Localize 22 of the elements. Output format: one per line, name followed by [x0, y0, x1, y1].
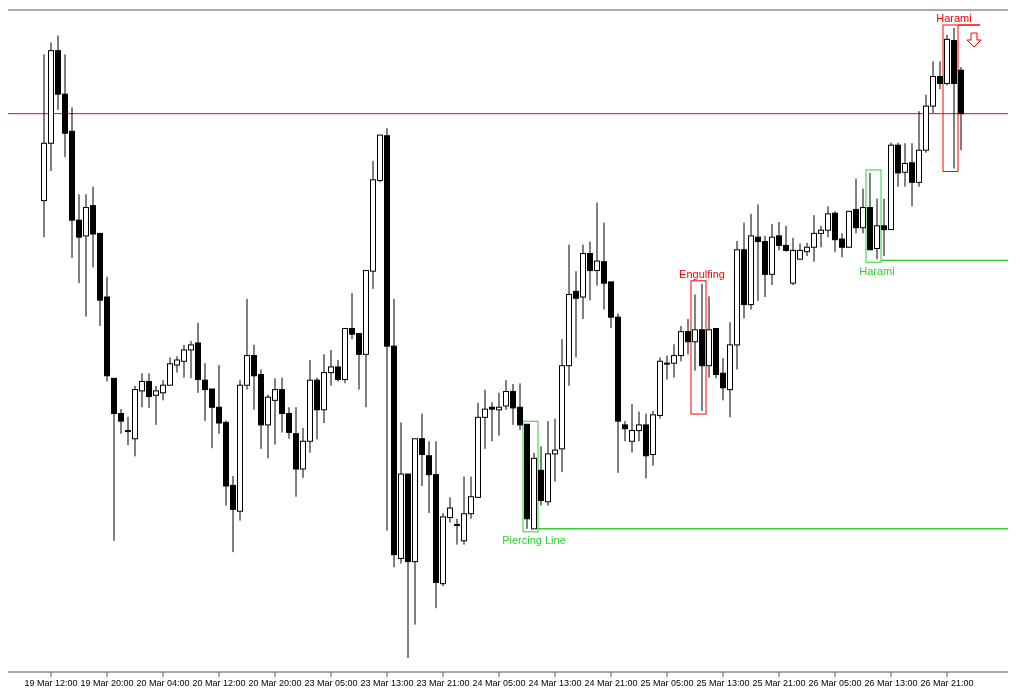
x-tick-label: 24 Mar 13:00 [528, 678, 582, 688]
x-tick-label: 25 Mar 05:00 [640, 678, 694, 688]
text: Harami [936, 12, 972, 24]
x-tick-label: 19 Mar 20:00 [80, 678, 134, 688]
candlestick [622, 420, 628, 442]
x-tick-label: 25 Mar 13:00 [696, 678, 750, 688]
x-tick-label: 20 Mar 04:00 [136, 678, 190, 688]
x-tick-label: 25 Mar 21:00 [752, 678, 806, 688]
x-tick-label: 26 Mar 21:00 [920, 678, 974, 688]
x-tick-label: 19 Mar 12:00 [24, 678, 78, 688]
x-tick-label: 24 Mar 21:00 [584, 678, 638, 688]
x-tick-label: 20 Mar 20:00 [248, 678, 302, 688]
x-tick-label: 23 Mar 13:00 [360, 678, 414, 688]
x-tick-label: 26 Mar 05:00 [808, 678, 862, 688]
x-tick-label: 23 Mar 21:00 [416, 678, 470, 688]
x-tick-label: 24 Mar 05:00 [472, 678, 526, 688]
x-tick-label: 26 Mar 13:00 [864, 678, 918, 688]
ref-line-label: Piercing Line [502, 533, 566, 546]
x-tick-label: 23 Mar 05:00 [304, 678, 358, 688]
x-tick-label: 20 Mar 12:00 [192, 678, 246, 688]
annotation: Engulfing [679, 267, 725, 280]
ref-line-label: Harami [859, 265, 895, 278]
